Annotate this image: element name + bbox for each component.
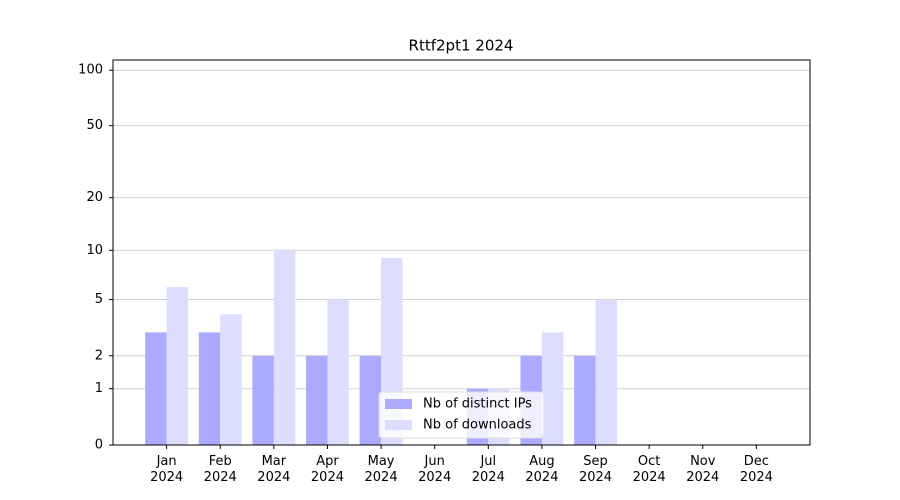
chart-title: Rttf2pt1 2024 [409, 37, 514, 55]
x-tick-label: Dec 2024 [739, 454, 773, 485]
bar [252, 355, 274, 445]
x-tick-label: Jul 2024 [471, 454, 505, 485]
bar [595, 299, 617, 445]
x-tick-label: Oct 2024 [632, 454, 666, 485]
legend-label: Nb of downloads [423, 418, 532, 433]
bar [541, 332, 564, 445]
legend-swatch [385, 399, 412, 409]
bar [220, 314, 242, 445]
y-tick-label: 0 [95, 438, 103, 453]
y-tick-label: 20 [86, 190, 103, 205]
x-tick-label: Aug 2024 [525, 454, 559, 485]
plot-frame [112, 59, 811, 446]
y-tick-label: 100 [78, 63, 103, 78]
x-tick-label: May 2024 [364, 454, 398, 485]
y-tick-label: 50 [86, 118, 103, 133]
x-tick-label: Jan 2024 [150, 454, 184, 485]
y-tick-label: 2 [95, 348, 103, 363]
bar [359, 355, 382, 445]
bar [145, 332, 167, 445]
bar [198, 332, 221, 445]
y-tick-label: 1 [95, 381, 103, 396]
legend-label: Nb of distinct IPs [423, 397, 532, 412]
legend: Nb of distinct IPs Nb of downloads [378, 391, 545, 439]
legend-swatch [385, 420, 412, 430]
y-tick-label: 5 [95, 292, 103, 307]
bar [574, 355, 596, 445]
bar [273, 250, 296, 445]
legend-box [378, 391, 545, 439]
bar [166, 286, 189, 445]
bar [327, 299, 349, 445]
x-tick-label: Apr 2024 [310, 454, 344, 485]
x-tick-label: Sep 2024 [578, 454, 613, 485]
x-tick-label: Nov 2024 [686, 454, 720, 485]
bar [306, 355, 328, 445]
x-tick-label: Jun 2024 [418, 454, 452, 485]
y-tick-label: 10 [86, 243, 103, 258]
x-tick-label: Mar 2024 [257, 454, 291, 485]
x-tick-label: Feb 2024 [203, 454, 237, 485]
